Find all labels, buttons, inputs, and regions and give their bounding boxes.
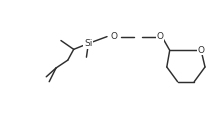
Text: Si: Si — [84, 39, 93, 48]
Text: O: O — [110, 32, 117, 41]
Text: O: O — [157, 32, 163, 41]
Text: O: O — [198, 46, 205, 55]
